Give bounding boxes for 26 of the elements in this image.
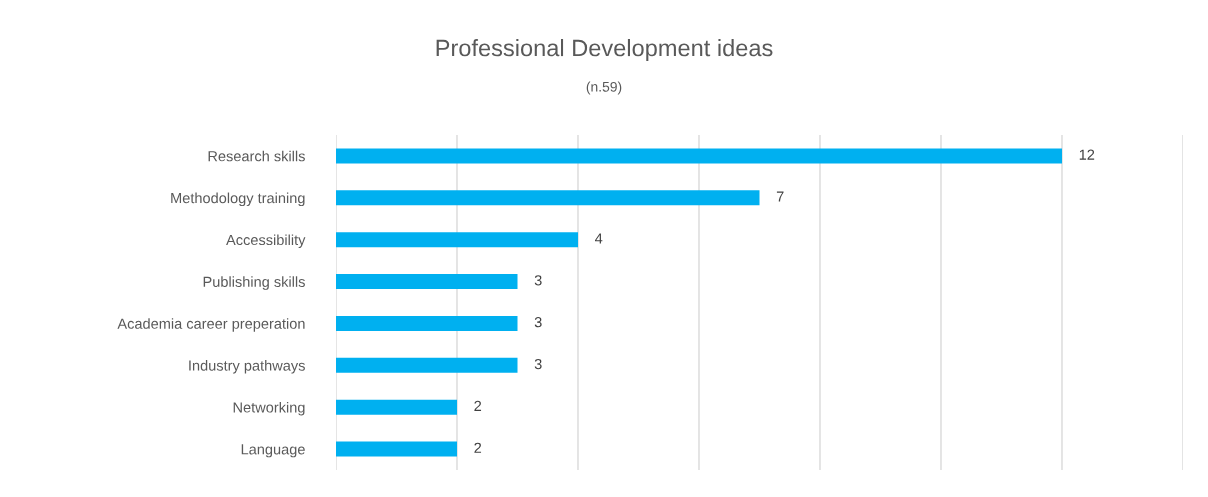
y-tick-label: Industry pathways [189, 360, 305, 374]
bar [336, 148, 1062, 164]
bar [336, 357, 518, 373]
data-label: 4 [595, 233, 603, 244]
bar [336, 399, 457, 415]
bar [336, 190, 760, 206]
bar [336, 315, 518, 331]
data-label: 2 [474, 400, 482, 411]
y-tick-label: Accessibility [226, 234, 306, 248]
data-label: 7 [776, 191, 784, 202]
chart-subtitle: (n.59) [586, 81, 622, 95]
y-tick-label: Publishing skills [203, 276, 305, 290]
bar [336, 232, 578, 248]
y-tick-label: Research skills [208, 150, 305, 162]
data-label: 3 [534, 358, 542, 370]
chart-title: Professional Development ideas [436, 39, 773, 61]
data-label: 12 [1079, 149, 1095, 160]
y-tick-label: Language [241, 444, 305, 458]
bar [336, 441, 457, 457]
y-tick-label: Academia career preperation [117, 318, 305, 332]
bar [336, 274, 518, 290]
y-tick-label: Methodology training [171, 192, 305, 207]
y-tick-label: Networking [233, 401, 305, 416]
data-label: 3 [534, 317, 542, 328]
data-label: 3 [534, 275, 542, 286]
data-label: 2 [474, 442, 482, 453]
